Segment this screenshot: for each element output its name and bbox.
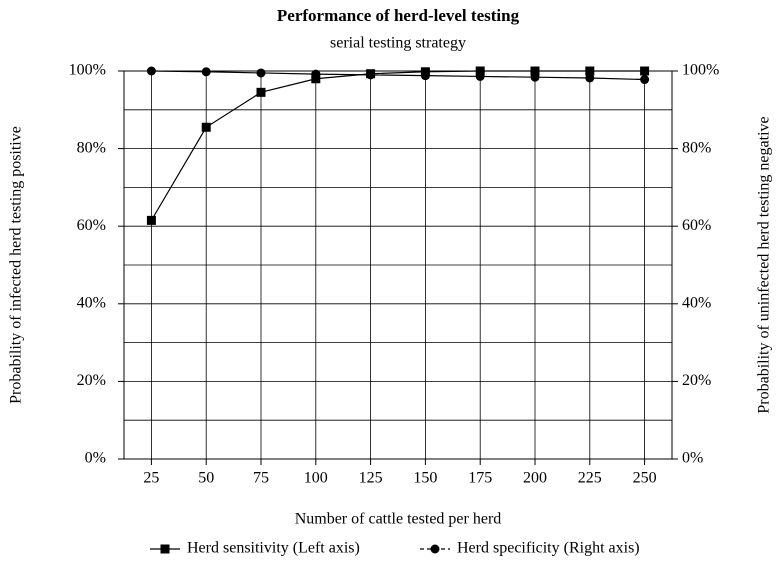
point — [585, 66, 595, 76]
x-tick-label: 75 — [253, 470, 269, 487]
x-tick-label: 25 — [143, 470, 159, 487]
point — [585, 73, 595, 83]
point — [420, 71, 430, 81]
point — [146, 66, 156, 76]
x-tick-label: 125 — [359, 470, 383, 487]
point — [640, 66, 650, 76]
point — [366, 70, 376, 80]
y2-tick-label: 100% — [682, 62, 719, 79]
y-tick-label: 20% — [77, 372, 106, 389]
point — [640, 75, 650, 85]
x-tick-label: 100 — [304, 470, 328, 487]
point — [256, 87, 266, 97]
point — [530, 72, 540, 82]
y2-tick-label: 60% — [682, 217, 711, 234]
y-tick-label: 60% — [77, 217, 106, 234]
point — [475, 66, 485, 76]
chart-title: Performance of herd-level testing — [277, 6, 520, 25]
point — [475, 71, 485, 81]
x-tick-label: 50 — [198, 470, 214, 487]
point — [530, 66, 540, 76]
y-axis-label: Probability of infected herd testing pos… — [8, 126, 25, 404]
y2-tick-label: 40% — [682, 294, 711, 311]
point — [201, 67, 211, 77]
x-axis-label: Number of cattle tested per herd — [295, 511, 502, 528]
y2-tick-label: 80% — [682, 139, 711, 156]
legend-marker — [430, 544, 440, 554]
y-tick-label: 0% — [85, 450, 106, 467]
x-tick-label: 150 — [413, 470, 437, 487]
x-tick-label: 200 — [523, 470, 547, 487]
point — [146, 215, 156, 225]
y2-tick-label: 20% — [682, 372, 711, 389]
legend-label: Herd sensitivity (Left axis) — [187, 540, 360, 557]
chart-subtitle: serial testing strategy — [330, 35, 466, 52]
series-line — [150, 70, 645, 221]
point — [201, 122, 211, 132]
y-tick-label: 80% — [77, 139, 106, 156]
point — [256, 68, 266, 78]
point — [311, 74, 321, 84]
legend-label: Herd specificity (Right axis) — [457, 540, 640, 557]
x-tick-label: 250 — [633, 470, 657, 487]
legend-marker — [160, 544, 170, 554]
x-tick-label: 225 — [578, 470, 602, 487]
y-tick-label: 40% — [77, 294, 106, 311]
y2-axis-label: Probability of uninfected herd testing n… — [756, 116, 773, 413]
series-line — [151, 70, 645, 81]
y-tick-label: 100% — [69, 62, 106, 79]
x-tick-label: 175 — [468, 470, 492, 487]
point — [311, 69, 321, 79]
y2-tick-label: 0% — [682, 450, 703, 467]
